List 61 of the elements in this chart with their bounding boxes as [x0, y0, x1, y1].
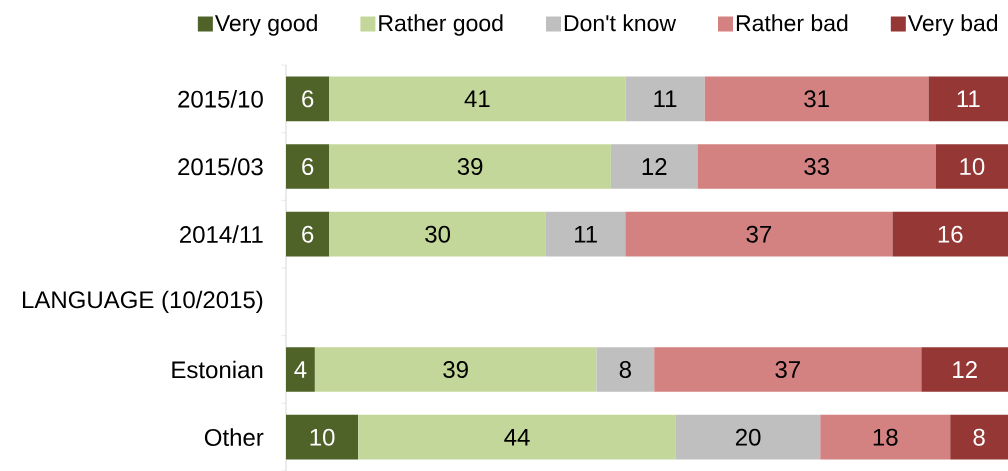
- y-tick-label: LANGUAGE (10/2015): [22, 290, 263, 314]
- y-tick-label: 2015/03: [178, 157, 263, 176]
- bar: [950, 414, 1008, 460]
- data-label: 6: [302, 90, 314, 108]
- bar: [892, 211, 1008, 257]
- data-label: 33: [804, 158, 829, 175]
- data-label: 6: [302, 158, 314, 175]
- bar: [935, 144, 1008, 189]
- data-label: 11: [575, 225, 597, 243]
- bar: [329, 76, 626, 122]
- y-tick-label: 2014/11: [180, 225, 263, 243]
- bar: [286, 414, 359, 460]
- y-tick-label: Other: [204, 428, 264, 446]
- bar: [610, 144, 698, 189]
- bar: [358, 414, 676, 460]
- data-label: 8: [619, 361, 631, 378]
- data-label: 20: [735, 428, 761, 446]
- legend-label: Very bad: [907, 14, 998, 36]
- legend-label: Rather bad: [736, 14, 848, 32]
- bar: [286, 144, 330, 189]
- data-label: 10: [960, 158, 985, 175]
- bar: [286, 347, 315, 392]
- bar: [625, 76, 705, 122]
- bar: [329, 144, 611, 189]
- legend-label: Very good: [214, 14, 317, 36]
- data-label: 30: [425, 225, 451, 243]
- data-label: 18: [873, 428, 898, 446]
- bar: [928, 76, 1008, 122]
- data-label: 11: [654, 90, 677, 108]
- data-label: 12: [642, 158, 667, 175]
- y-tick-label: 2015/10: [178, 90, 263, 108]
- bar: [286, 76, 330, 122]
- data-label: 41: [464, 90, 490, 108]
- data-label: 37: [746, 225, 772, 243]
- data-label: 16: [938, 225, 963, 243]
- bar: [921, 347, 1008, 392]
- data-label: 39: [457, 158, 483, 175]
- y-tick-label: Estonian: [172, 360, 263, 379]
- data-label: 11: [957, 90, 980, 108]
- bar: [675, 414, 821, 460]
- bar: [314, 347, 597, 392]
- data-label: 8: [973, 428, 985, 446]
- data-label: 4: [294, 361, 307, 378]
- data-label: 12: [953, 361, 977, 378]
- bar: [329, 211, 546, 257]
- legend-label: Rather good: [379, 14, 503, 36]
- legend-label: Don't know: [564, 14, 677, 32]
- bar: [596, 347, 655, 392]
- bar: [704, 76, 929, 122]
- data-label: 39: [443, 361, 468, 378]
- bar: [654, 347, 922, 392]
- data-label: 6: [302, 225, 314, 243]
- data-label: 37: [775, 361, 800, 378]
- data-label: 31: [804, 90, 829, 108]
- bar: [697, 144, 936, 189]
- bar: [286, 211, 330, 257]
- bar: [820, 414, 951, 460]
- data-label: 10: [310, 428, 335, 446]
- data-label: 44: [504, 428, 530, 446]
- bar: [625, 211, 893, 257]
- bar: [545, 211, 626, 257]
